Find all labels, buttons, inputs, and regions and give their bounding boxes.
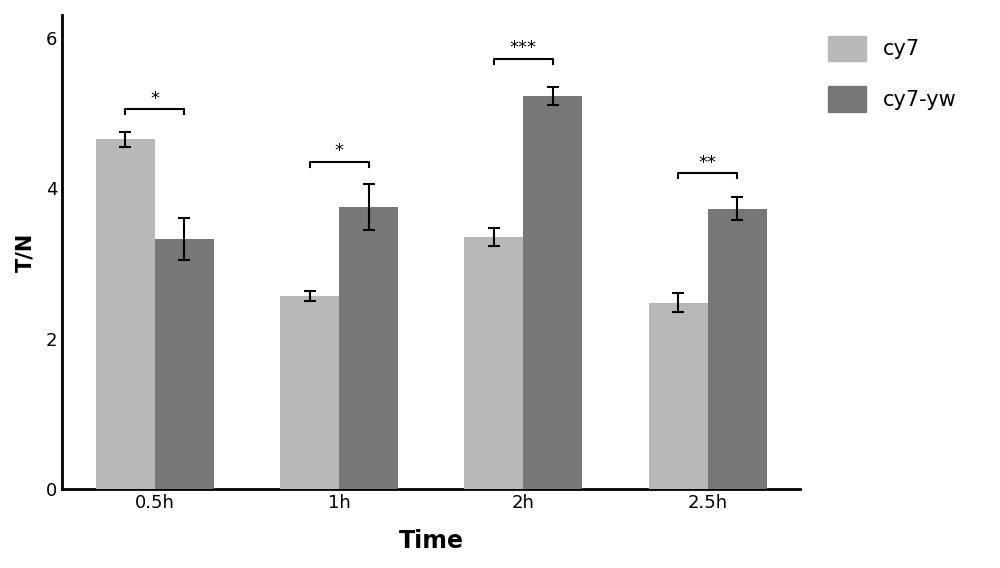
Bar — [464, 237, 523, 490]
Text: *: * — [150, 90, 159, 107]
Text: ***: *** — [510, 39, 537, 57]
Text: *: * — [335, 143, 344, 160]
Text: **: ** — [699, 154, 717, 172]
Bar — [708, 208, 767, 490]
Y-axis label: T/N: T/N — [15, 233, 35, 272]
Legend: cy7, cy7-yw: cy7, cy7-yw — [818, 26, 967, 122]
Bar — [280, 296, 339, 490]
Bar — [155, 239, 214, 490]
Bar — [339, 207, 398, 490]
X-axis label: Time: Time — [399, 529, 464, 553]
Bar — [649, 303, 708, 490]
Bar — [96, 139, 155, 490]
Bar — [523, 97, 582, 490]
